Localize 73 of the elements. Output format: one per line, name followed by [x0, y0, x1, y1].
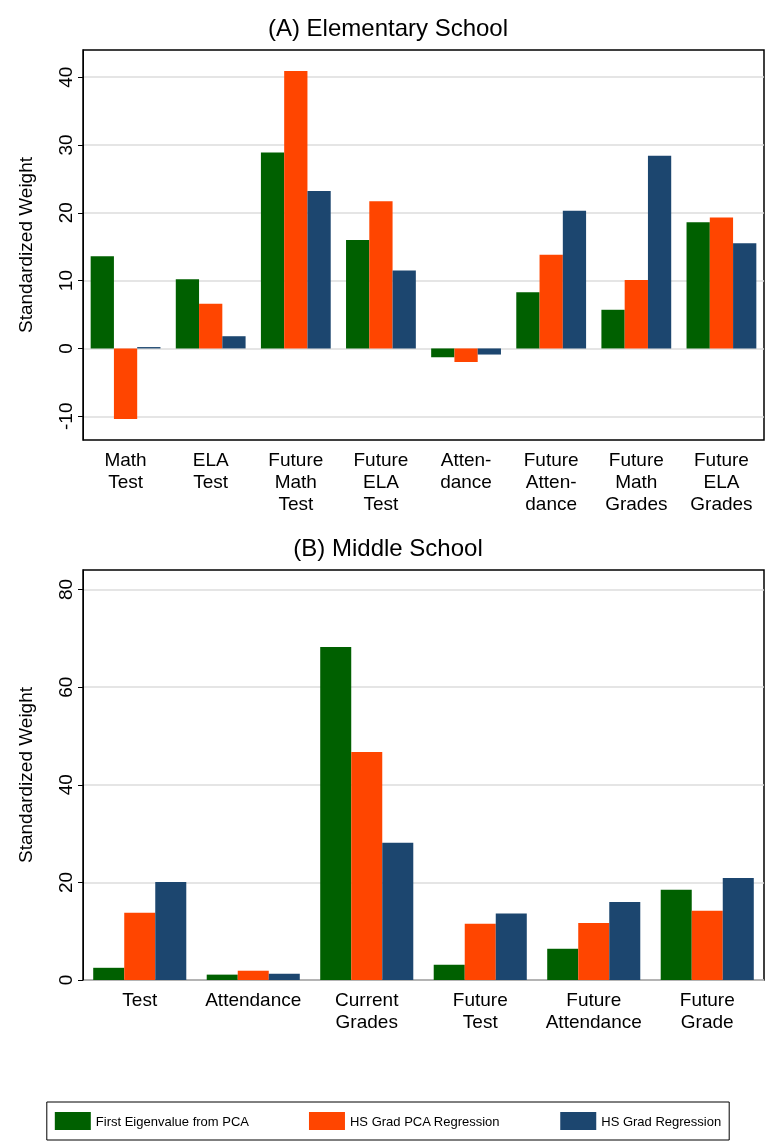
bar [722, 877, 754, 980]
legend-label: HS Grad PCA Regression [349, 1113, 500, 1129]
y-tick-label: 10 [55, 270, 76, 292]
bar [464, 923, 496, 980]
bar [454, 348, 478, 362]
bar [601, 309, 625, 349]
bar [346, 239, 370, 349]
bar [733, 243, 757, 349]
bar [369, 201, 393, 349]
chart-title: (A) Elementary School [267, 13, 509, 41]
x-tick-label: Test [122, 988, 158, 1010]
x-tick-label: Future ELA Grades [690, 448, 753, 514]
bar [433, 964, 465, 980]
y-tick-label: 0 [55, 974, 76, 986]
bar [90, 256, 114, 349]
bar [155, 881, 187, 980]
x-tick-label: Future Math Test [268, 448, 324, 514]
bar [516, 292, 540, 349]
y-tick-label: 30 [55, 134, 76, 156]
bar [495, 913, 527, 980]
bar [709, 217, 734, 349]
bar [647, 155, 672, 349]
bar [260, 152, 285, 349]
bar [113, 348, 138, 419]
bar [307, 191, 331, 349]
bar [351, 752, 383, 980]
bar [691, 910, 723, 980]
x-tick-label: Future Grade [679, 988, 735, 1032]
bar [93, 967, 125, 980]
bar [175, 279, 200, 349]
y-tick-label: 60 [55, 676, 76, 698]
bar [268, 973, 300, 980]
y-tick-label: 40 [55, 774, 76, 796]
bar [547, 948, 579, 980]
y-tick-label: 80 [55, 578, 76, 601]
legend-label: First Eigenvalue from PCA [95, 1113, 250, 1129]
bar [609, 901, 641, 980]
y-tick-label: 40 [55, 66, 76, 88]
x-tick-label: Atten- dance [440, 448, 492, 492]
bar [237, 970, 269, 980]
bar [477, 348, 501, 355]
bar [382, 842, 414, 980]
x-tick-label: Future Test [452, 988, 508, 1032]
x-tick-label: Math Test [104, 448, 147, 492]
x-tick-label: ELA Test [192, 448, 229, 492]
x-tick-label: Future Attendance [545, 988, 642, 1032]
bar [199, 303, 223, 349]
x-tick-label: Current Grades [335, 988, 400, 1032]
x-tick-label: Future ELA Test [353, 448, 409, 514]
y-axis-title: Standardized Weight [15, 686, 36, 864]
y-tick-label: 20 [55, 871, 76, 893]
bar [562, 210, 587, 349]
bar [124, 912, 156, 980]
bar [320, 647, 352, 980]
chart-title: (B) Middle School [293, 533, 483, 561]
x-tick-label: Future Math Grades [605, 448, 668, 514]
bar [431, 348, 455, 358]
bar [539, 254, 563, 349]
bar [284, 71, 308, 349]
bar [660, 889, 692, 980]
y-tick-label: 20 [55, 202, 76, 224]
bar [624, 279, 648, 349]
bar [206, 974, 238, 980]
x-tick-label: Attendance [205, 988, 302, 1010]
bar [578, 922, 610, 980]
y-tick-label: 0 [55, 343, 76, 354]
bar [392, 270, 416, 349]
bar [686, 222, 710, 349]
y-axis-title: Standardized Weight [15, 156, 36, 334]
x-tick-label: Future Atten- dance [523, 448, 579, 514]
bar [222, 336, 246, 349]
legend-label: HS Grad Regression [601, 1113, 722, 1129]
y-tick-label: -10 [55, 402, 76, 430]
